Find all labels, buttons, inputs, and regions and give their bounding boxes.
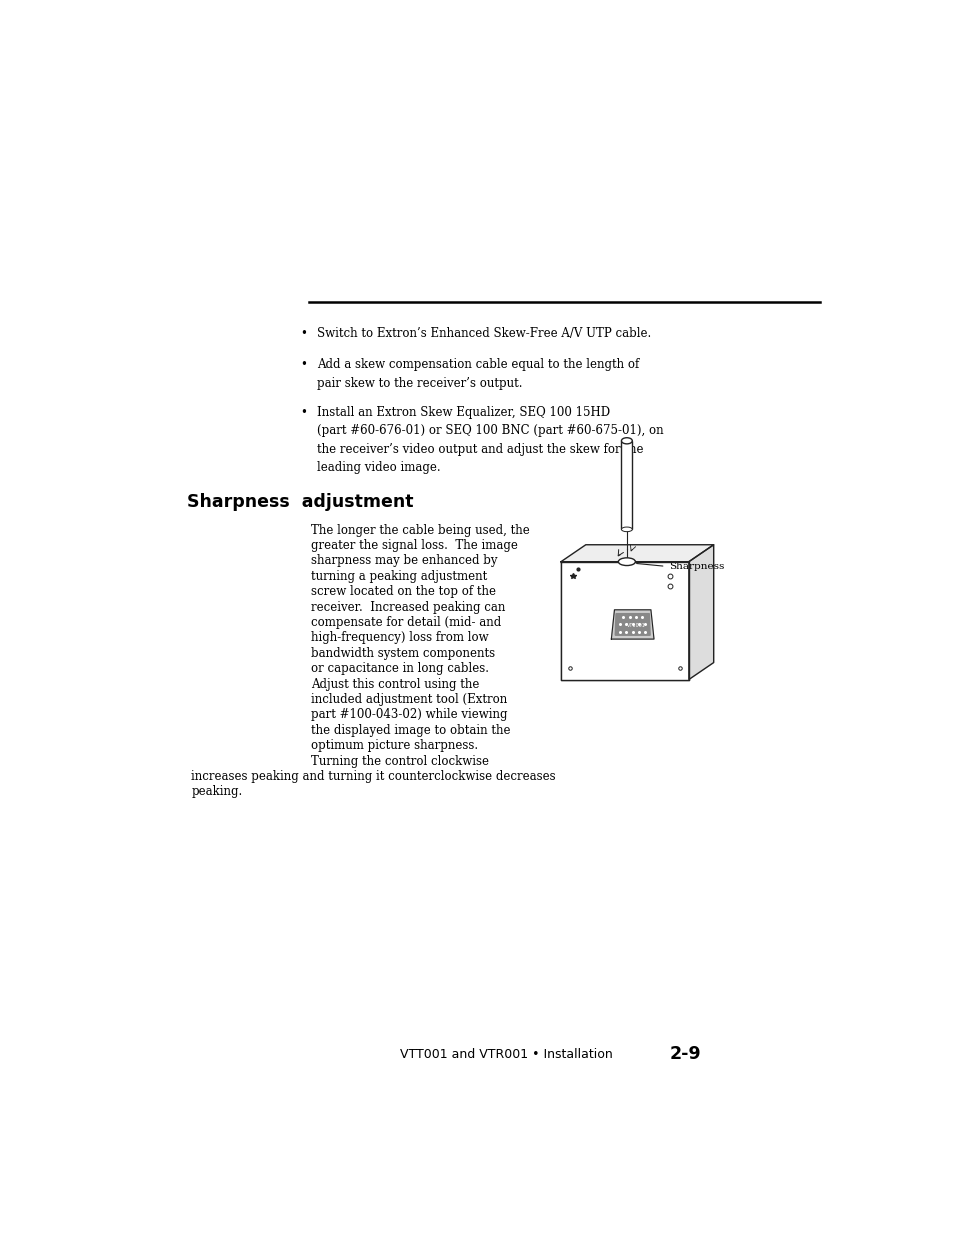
Text: •: • [299, 406, 306, 419]
Polygon shape [611, 610, 654, 638]
Text: part #100-043-02) while viewing: part #100-043-02) while viewing [311, 709, 507, 721]
Polygon shape [688, 545, 713, 679]
Text: the displayed image to obtain the: the displayed image to obtain the [311, 724, 510, 737]
Text: included adjustment tool (Extron: included adjustment tool (Extron [311, 693, 506, 706]
Text: greater the signal loss.  The image: greater the signal loss. The image [311, 538, 517, 552]
Text: peaking.: peaking. [192, 785, 242, 798]
Text: 2-9: 2-9 [668, 1046, 700, 1063]
Text: sharpness may be enhanced by: sharpness may be enhanced by [311, 555, 497, 567]
Polygon shape [615, 614, 649, 635]
Text: Install an Extron Skew Equalizer, SEQ 100 15HD
(part #60-676-01) or SEQ 100 BNC : Install an Extron Skew Equalizer, SEQ 10… [316, 406, 662, 474]
Text: VTT001 and VTR001 • Installation: VTT001 and VTR001 • Installation [400, 1049, 613, 1061]
Text: optimum picture sharpness.: optimum picture sharpness. [311, 740, 477, 752]
Polygon shape [560, 562, 688, 679]
Text: The longer the cable being used, the: The longer the cable being used, the [311, 524, 529, 536]
Text: screw located on the top of the: screw located on the top of the [311, 585, 496, 598]
Text: Switch to Extron’s Enhanced Skew-Free A/V UTP cable.: Switch to Extron’s Enhanced Skew-Free A/… [316, 327, 651, 340]
Text: bandwidth system components: bandwidth system components [311, 647, 495, 659]
Text: Adjust this control using the: Adjust this control using the [311, 678, 478, 690]
Text: Sharpness: Sharpness [669, 562, 724, 571]
Ellipse shape [618, 558, 635, 566]
Text: VT1001: VT1001 [626, 624, 645, 629]
Text: increases peaking and turning it counterclockwise decreases: increases peaking and turning it counter… [192, 769, 556, 783]
Text: high-frequency) loss from low: high-frequency) loss from low [311, 631, 488, 645]
Text: turning a peaking adjustment: turning a peaking adjustment [311, 569, 486, 583]
Ellipse shape [620, 527, 632, 531]
Text: or capacitance in long cables.: or capacitance in long cables. [311, 662, 488, 676]
Text: Add a skew compensation cable equal to the length of
pair skew to the receiver’s: Add a skew compensation cable equal to t… [316, 358, 639, 389]
Bar [620, 441, 632, 530]
Ellipse shape [620, 437, 632, 443]
Text: compensate for detail (mid- and: compensate for detail (mid- and [311, 616, 500, 629]
Text: Sharpness  adjustment: Sharpness adjustment [187, 493, 414, 511]
Text: Turning the control clockwise: Turning the control clockwise [311, 755, 488, 768]
Text: •: • [299, 327, 306, 340]
Text: receiver.  Increased peaking can: receiver. Increased peaking can [311, 600, 504, 614]
Text: •: • [299, 358, 306, 370]
Polygon shape [560, 545, 713, 562]
